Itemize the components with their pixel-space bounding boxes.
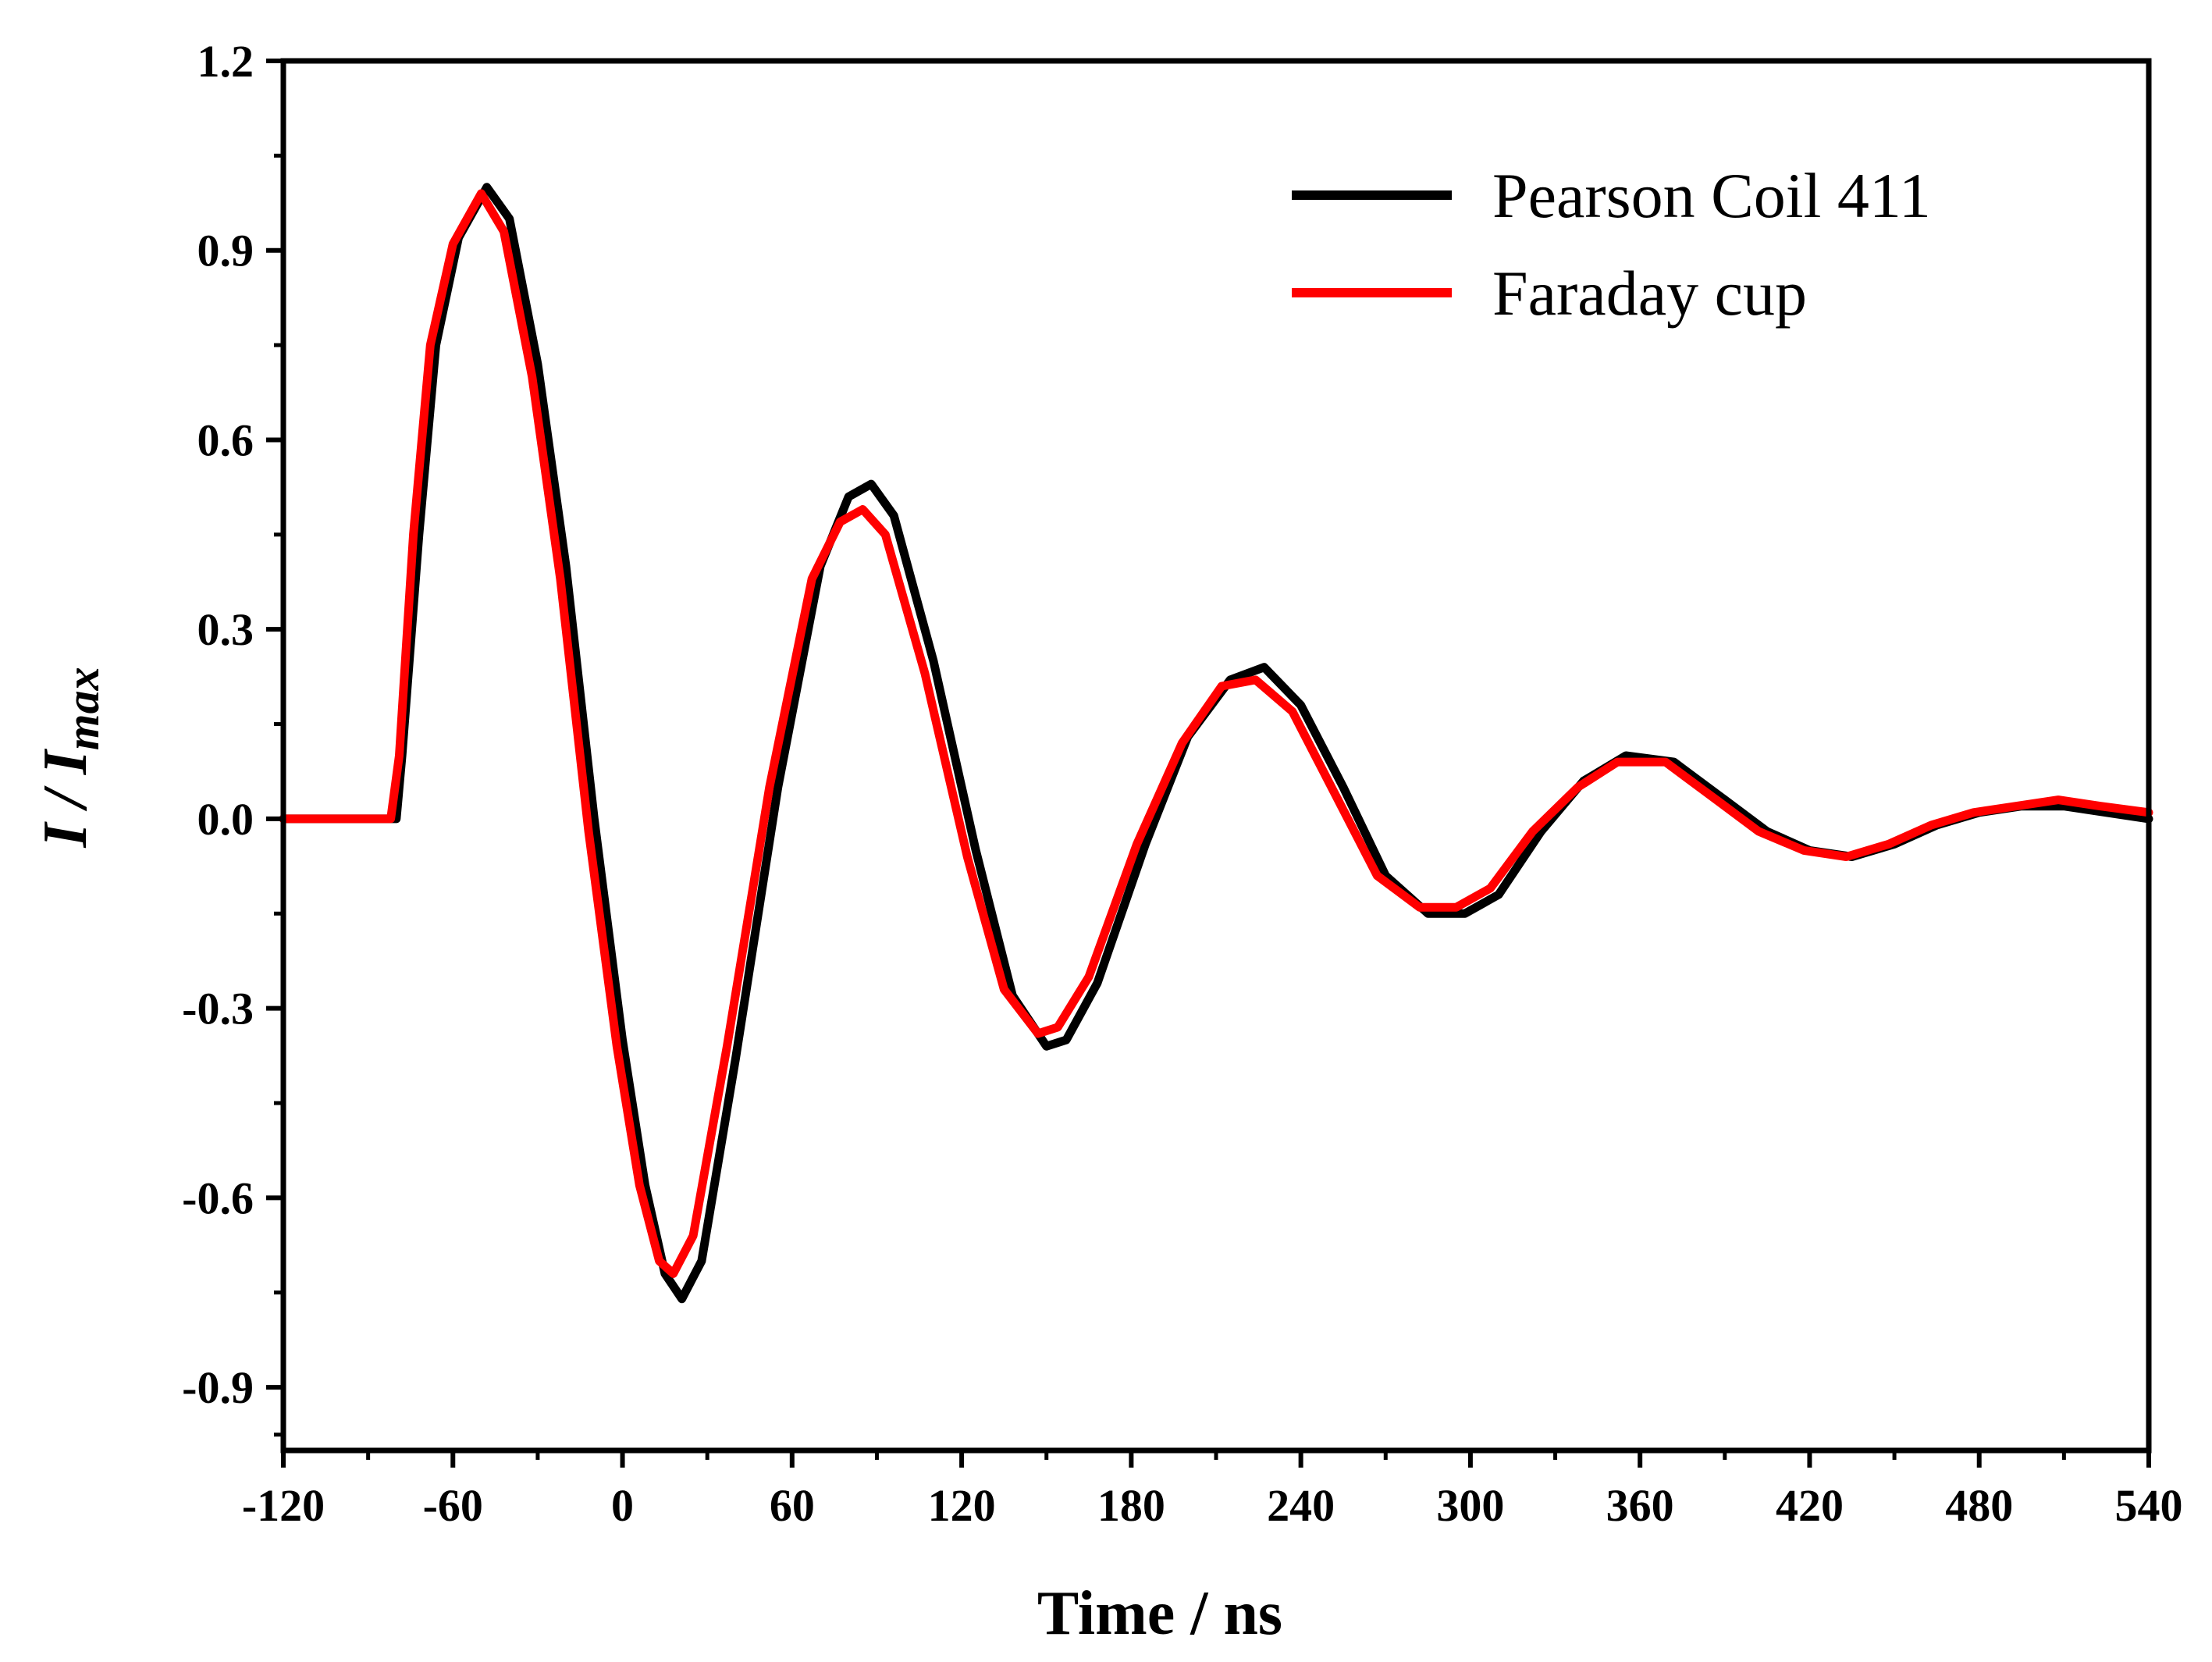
x-axis-ticks [281,1450,2151,1468]
y-tick-label: -0.3 [182,984,254,1034]
plot-frame [280,58,2152,1454]
x-axis-label: Time / ns [1037,1579,1282,1648]
x-tick-label: 180 [1097,1480,1165,1531]
x-tick-label: 480 [1945,1480,2013,1531]
x-tick-label: -60 [423,1480,483,1531]
y-tick-label: 1.2 [197,36,254,87]
x-tick-label: -120 [242,1480,325,1531]
y-axis-label: I / Imax [31,667,108,848]
x-tick-label: 420 [1776,1480,1844,1531]
legend-label-faraday: Faraday cup [1492,258,1807,329]
y-tick-label: 0.6 [197,415,254,465]
x-tick-label: 240 [1267,1480,1335,1531]
y-axis-label-main: I / I [31,748,100,848]
x-axis-tick-labels: -120 -60 0 60 120 180 240 300 360 420 480 540 [242,1480,2183,1531]
series-line-0 [279,183,2153,1304]
series-layer [279,183,2153,1304]
x-tick-label: 360 [1606,1480,1674,1531]
legend-label-pearson: Pearson Coil 411 [1492,160,1931,231]
y-tick-label: 0.3 [197,604,254,655]
y-tick-label: 0.0 [197,794,254,845]
x-tick-label: 0 [611,1480,634,1531]
y-axis-label-sub: max [57,667,108,750]
y-axis-tick-labels: -0.9 -0.6 -0.3 0.0 0.3 0.6 0.9 1.2 [182,36,254,1413]
x-tick-label: 60 [770,1480,815,1531]
legend: Pearson Coil 411 Faraday cup [1292,160,1931,329]
y-tick-label: -0.6 [182,1173,254,1223]
x-tick-label: 540 [2115,1480,2183,1531]
y-tick-label: 0.9 [197,226,254,276]
y-tick-label: -0.9 [182,1362,254,1413]
x-tick-label: 120 [928,1480,996,1531]
x-tick-label: 300 [1436,1480,1504,1531]
series-line-1 [279,189,2153,1278]
y-axis-ticks [266,59,283,1437]
